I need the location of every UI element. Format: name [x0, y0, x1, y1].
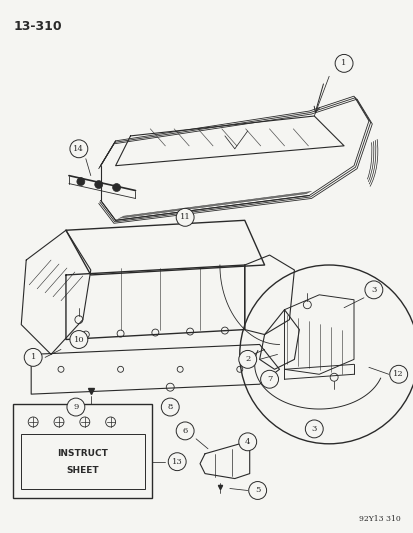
Text: 7: 7 — [266, 375, 272, 383]
Text: 3: 3 — [370, 286, 376, 294]
Circle shape — [95, 181, 102, 189]
FancyBboxPatch shape — [13, 404, 152, 498]
Text: 3: 3 — [311, 425, 316, 433]
Text: 1: 1 — [341, 59, 346, 67]
FancyBboxPatch shape — [21, 434, 145, 489]
Text: 10: 10 — [74, 335, 84, 343]
Text: INSTRUCT: INSTRUCT — [57, 449, 108, 458]
Text: 2: 2 — [244, 356, 250, 364]
Circle shape — [77, 177, 85, 185]
Circle shape — [168, 453, 186, 471]
Circle shape — [112, 183, 120, 191]
Circle shape — [176, 208, 194, 227]
Circle shape — [67, 398, 85, 416]
Circle shape — [260, 370, 278, 388]
Text: 8: 8 — [167, 403, 173, 411]
Text: 92Y13 310: 92Y13 310 — [358, 515, 400, 523]
Text: 14: 14 — [73, 145, 84, 153]
Text: 6: 6 — [182, 427, 188, 435]
Circle shape — [24, 349, 42, 366]
Circle shape — [364, 281, 382, 299]
Text: 9: 9 — [73, 403, 78, 411]
Text: 4: 4 — [244, 438, 250, 446]
Circle shape — [238, 433, 256, 451]
Circle shape — [305, 420, 323, 438]
Text: 13-310: 13-310 — [13, 20, 62, 33]
Circle shape — [70, 140, 88, 158]
Text: 13: 13 — [171, 458, 182, 466]
Text: 12: 12 — [392, 370, 403, 378]
Circle shape — [161, 398, 179, 416]
Circle shape — [238, 350, 256, 368]
Circle shape — [176, 422, 194, 440]
Text: 1: 1 — [31, 353, 36, 361]
Text: SHEET: SHEET — [66, 466, 99, 475]
Circle shape — [70, 330, 88, 349]
Text: 11: 11 — [179, 213, 190, 221]
Circle shape — [335, 54, 352, 72]
Circle shape — [248, 481, 266, 499]
Text: 5: 5 — [254, 487, 260, 495]
Circle shape — [389, 365, 407, 383]
